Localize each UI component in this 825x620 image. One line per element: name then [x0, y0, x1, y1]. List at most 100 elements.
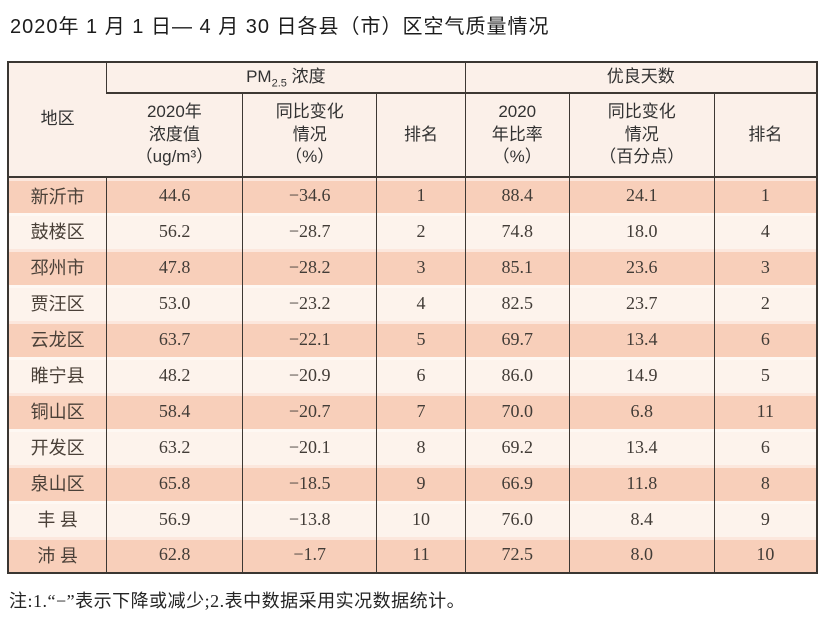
cell-value: 7: [376, 393, 466, 429]
header-pm-value: 2020年 浓度值 （ug/m³）: [106, 93, 243, 178]
cell-value: 3: [376, 249, 466, 285]
cell-region: 云龙区: [8, 321, 107, 357]
table-row: 泉山区 65.8 −18.5 9 66.9 11.8 8: [8, 465, 817, 501]
cell-region: 贾汪区: [8, 285, 107, 321]
cell-value: 10: [376, 501, 466, 537]
cell-value: 6: [713, 321, 817, 357]
header-group-pm25: PM2.5 浓度: [106, 62, 466, 94]
cell-value: −23.2: [242, 285, 377, 321]
table-row: 云龙区 63.7 −22.1 5 69.7 13.4 6: [8, 321, 817, 357]
cell-value: 86.0: [464, 357, 570, 393]
cell-region: 铜山区: [8, 393, 107, 429]
cell-value: 11: [713, 393, 817, 429]
cell-value: 10: [713, 537, 817, 573]
cell-value: 6.8: [568, 393, 715, 429]
header-good-ratio: 2020 年比率 （%）: [464, 93, 570, 178]
cell-value: 18.0: [568, 213, 715, 249]
cell-region: 开发区: [8, 429, 107, 465]
cell-value: 3: [713, 249, 817, 285]
pm-label-subscript: 2.5: [271, 77, 287, 90]
cell-value: 11: [376, 537, 466, 573]
table-row: 邳州市 47.8 −28.2 3 85.1 23.6 3: [8, 249, 817, 285]
table-body: 新沂市 44.6 −34.6 1 88.4 24.1 1 鼓楼区 56.2 −28.7 2 74.8 1…: [8, 177, 817, 573]
cell-value: −20.7: [242, 393, 377, 429]
air-quality-table: 地区 PM2.5 浓度 优良天数 2020年 浓度值 （ug/m³） 同比变化 …: [7, 61, 818, 574]
table-row: 开发区 63.2 −20.1 8 69.2 13.4 6: [8, 429, 817, 465]
cell-value: −18.5: [242, 465, 377, 501]
cell-value: 4: [376, 285, 466, 321]
cell-value: 48.2: [106, 357, 243, 393]
table-row: 新沂市 44.6 −34.6 1 88.4 24.1 1: [8, 177, 817, 213]
cell-value: 53.0: [106, 285, 243, 321]
cell-value: 4: [713, 213, 817, 249]
cell-value: 13.4: [568, 321, 715, 357]
cell-value: 88.4: [464, 177, 570, 213]
cell-region: 睢宁县: [8, 357, 107, 393]
table-header: 地区 PM2.5 浓度 优良天数 2020年 浓度值 （ug/m³） 同比变化 …: [8, 62, 817, 178]
cell-value: 66.9: [464, 465, 570, 501]
cell-value: 2: [713, 285, 817, 321]
cell-value: 56.2: [106, 213, 243, 249]
cell-value: 24.1: [568, 177, 715, 213]
cell-value: 1: [713, 177, 817, 213]
cell-value: −34.6: [242, 177, 377, 213]
cell-value: 8: [713, 465, 817, 501]
cell-value: 74.8: [464, 213, 570, 249]
table-row: 铜山区 58.4 −20.7 7 70.0 6.8 11: [8, 393, 817, 429]
cell-value: 72.5: [464, 537, 570, 573]
table-row: 鼓楼区 56.2 −28.7 2 74.8 18.0 4: [8, 213, 817, 249]
cell-value: 69.7: [464, 321, 570, 357]
cell-region: 丰 县: [8, 501, 107, 537]
cell-region: 鼓楼区: [8, 213, 107, 249]
cell-value: −1.7: [242, 537, 377, 573]
cell-value: 63.7: [106, 321, 243, 357]
header-group-good-days: 优良天数: [464, 62, 817, 94]
cell-value: 5: [376, 321, 466, 357]
cell-value: −22.1: [242, 321, 377, 357]
cell-value: −20.1: [242, 429, 377, 465]
header-region: 地区: [8, 62, 107, 178]
header-sub-row: 2020年 浓度值 （ug/m³） 同比变化 情况 （%） 排名 2020 年比…: [8, 93, 817, 178]
cell-value: 85.1: [464, 249, 570, 285]
cell-value: 69.2: [464, 429, 570, 465]
cell-region: 沛 县: [8, 537, 107, 573]
cell-value: −28.7: [242, 213, 377, 249]
table-row: 睢宁县 48.2 −20.9 6 86.0 14.9 5: [8, 357, 817, 393]
cell-value: 76.0: [464, 501, 570, 537]
cell-value: 63.2: [106, 429, 243, 465]
header-pm-change: 同比变化 情况 （%）: [242, 93, 377, 178]
header-good-rank: 排名: [713, 93, 817, 178]
header-group-row: 地区 PM2.5 浓度 优良天数: [8, 62, 817, 178]
cell-value: 14.9: [568, 357, 715, 393]
cell-value: 6: [376, 357, 466, 393]
cell-value: 8.4: [568, 501, 715, 537]
table-row: 沛 县 62.8 −1.7 11 72.5 8.0 10: [8, 537, 817, 573]
cell-value: 65.8: [106, 465, 243, 501]
cell-value: −28.2: [242, 249, 377, 285]
cell-value: 13.4: [568, 429, 715, 465]
cell-value: 9: [376, 465, 466, 501]
cell-region: 泉山区: [8, 465, 107, 501]
footnote: 注:1.“−”表示下降或减少;2.表中数据采用实况数据统计。: [9, 591, 466, 611]
cell-value: 11.8: [568, 465, 715, 501]
cell-value: 23.7: [568, 285, 715, 321]
cell-value: −13.8: [242, 501, 377, 537]
cell-value: 23.6: [568, 249, 715, 285]
cell-value: 47.8: [106, 249, 243, 285]
cell-value: 8.0: [568, 537, 715, 573]
header-good-change: 同比变化 情况 （百分点）: [568, 93, 715, 178]
cell-value: 9: [713, 501, 817, 537]
cell-value: 5: [713, 357, 817, 393]
pm-label-suffix: 浓度: [286, 67, 326, 87]
cell-value: 2: [376, 213, 466, 249]
header-pm-rank: 排名: [376, 93, 466, 178]
cell-value: 8: [376, 429, 466, 465]
cell-value: 1: [376, 177, 466, 213]
page-title: 2020年 1 月 1 日— 4 月 30 日各县（市）区空气质量情况: [10, 16, 550, 38]
cell-value: 70.0: [464, 393, 570, 429]
cell-region: 新沂市: [8, 177, 107, 213]
cell-region: 邳州市: [8, 249, 107, 285]
table-row: 丰 县 56.9 −13.8 10 76.0 8.4 9: [8, 501, 817, 537]
cell-value: 44.6: [106, 177, 243, 213]
